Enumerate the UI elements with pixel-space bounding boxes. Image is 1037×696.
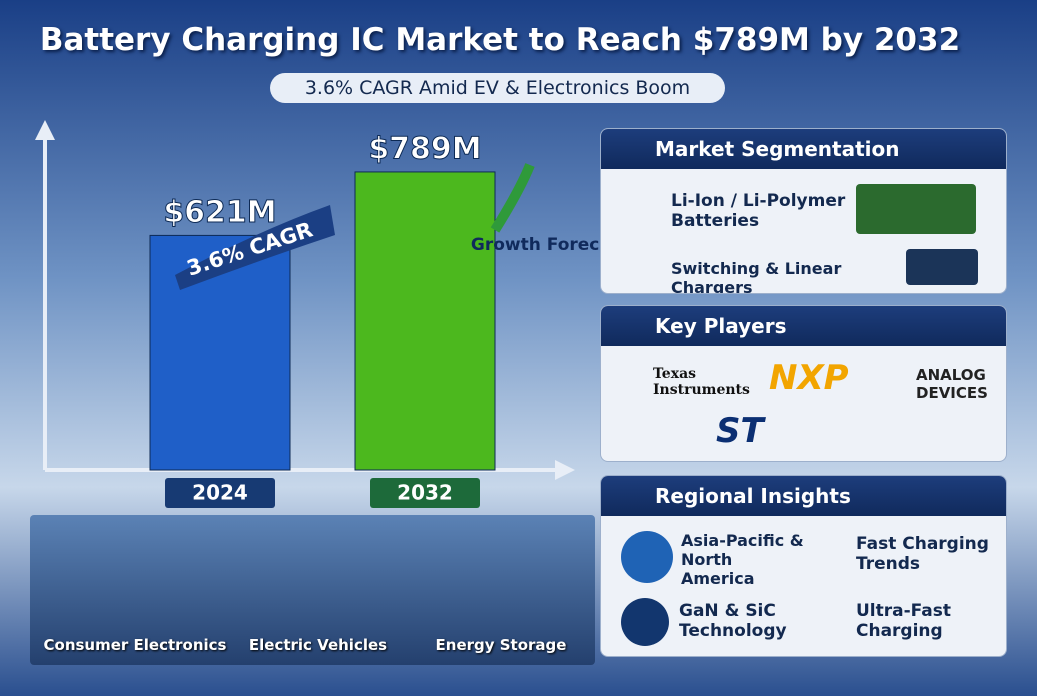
panel-title: Market Segmentation [601, 129, 1006, 169]
segmentation-panel: Market Segmentation Li-Ion / Li-Polymer … [600, 128, 1007, 294]
segment: Li-Ion / Li-Polymer Batteries [671, 191, 846, 231]
subtitle: 3.6% CAGR Amid EV & Electronics Boom [270, 73, 725, 103]
region-item: Asia-Pacific & North America [681, 531, 804, 588]
pcb-image [856, 184, 976, 234]
players-panel: Key Players Texas Instruments NXP ANALOG… [600, 305, 1007, 462]
applications-strip [30, 515, 595, 665]
logo-ti: Texas Instruments [653, 366, 750, 398]
segment: Switching & Linear Chargers [671, 259, 842, 294]
x-tick-label: 2032 [397, 481, 453, 505]
axis-arrow [555, 460, 575, 480]
panel-title: Key Players [601, 306, 1006, 346]
axis-arrow [35, 120, 55, 140]
growth-arrow [490, 163, 535, 233]
cagr-banner [175, 205, 335, 290]
value-label: $621M [163, 195, 276, 230]
logo-adi: ANALOG DEVICES [916, 366, 988, 402]
globe-icon [621, 531, 673, 583]
chip-image [906, 249, 978, 285]
title: Battery Charging IC Market to Reach $789… [39, 22, 961, 58]
application-caption: Consumer Electronics [43, 636, 227, 654]
region-item: Fast Charging Trends [856, 534, 989, 574]
globe-icon [621, 598, 669, 646]
x-tick-label: 2024 [192, 481, 248, 505]
annotation: Growth Forecast [471, 235, 600, 255]
year-box [165, 478, 275, 508]
logo-nxp: NXP [769, 358, 849, 398]
regional-panel: Regional Insights Asia-Pacific & North A… [600, 475, 1007, 657]
application-caption: Electric Vehicles [248, 636, 388, 654]
value-label: $789M [368, 131, 481, 166]
logo-st: ST [716, 411, 764, 451]
bar [354, 171, 496, 471]
panel-title: Regional Insights [601, 476, 1006, 516]
region-item: GaN & SiC Technology [679, 601, 787, 641]
application-caption: Energy Storage [435, 636, 567, 654]
year-box [370, 478, 480, 508]
region-item: Ultra-Fast Charging [856, 601, 952, 641]
